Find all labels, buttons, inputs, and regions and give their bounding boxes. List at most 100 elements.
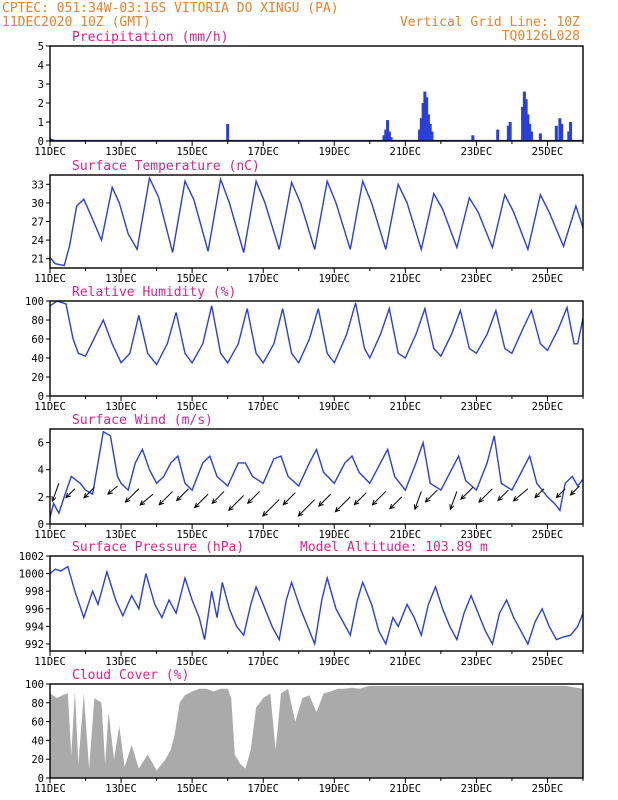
header-model-id: TQ0126L028	[502, 29, 580, 44]
wind-vector	[460, 487, 474, 500]
y-tick-label: 5	[38, 41, 44, 53]
wind-vector	[555, 488, 566, 498]
wind-vector	[513, 488, 529, 502]
series-line	[50, 430, 583, 518]
precip-bar	[508, 122, 512, 141]
wind-arrowhead	[460, 494, 466, 501]
precip-bar	[560, 123, 564, 141]
y-tick-label: 992	[25, 639, 44, 651]
wind-vector	[176, 488, 189, 501]
x-tick-label: 13DEC	[105, 401, 137, 413]
wind-vector	[282, 492, 296, 506]
x-tick-label: 11DEC	[34, 273, 66, 285]
x-tick-label: 11DEC	[34, 656, 66, 668]
precip-bar	[529, 131, 533, 141]
y-tick-label: 1002	[19, 551, 44, 563]
precip-bar	[522, 91, 526, 141]
header-grid-note: Vertical Grid Line: 10Z	[400, 15, 580, 30]
wind-vector	[83, 487, 95, 499]
x-tick-label: 21DEC	[390, 273, 422, 285]
x-tick-label: 23DEC	[461, 401, 493, 413]
panel-series-3	[50, 301, 583, 366]
y-tick-label: 20	[31, 754, 44, 766]
wind-arrowhead	[83, 492, 89, 499]
wind-vector	[534, 488, 545, 498]
wind-arrowhead	[413, 504, 419, 511]
wind-arrowhead	[297, 511, 304, 517]
y-tick-label: 994	[25, 621, 44, 633]
y-tick-label: 30	[31, 198, 44, 210]
y-tick-label: 0	[38, 136, 44, 148]
wind-arrowhead	[51, 496, 57, 503]
wind-arrowhead	[478, 497, 484, 503]
panel-annotation: Model Altitude: 103.89 m	[300, 540, 488, 555]
x-tick-label: 21DEC	[390, 656, 422, 668]
precip-bar	[425, 97, 429, 141]
x-tick-label: 13DEC	[105, 146, 137, 158]
panel-series-1	[50, 91, 583, 141]
panel-6: 0 20 40 60 80 100 11DEC 13DEC 15DEC 17DEC 19DEC 21D…	[25, 668, 584, 795]
x-tick-label: 23DEC	[461, 529, 493, 541]
x-tick-label: 21DEC	[390, 783, 422, 795]
x-tick-label: 19DEC	[318, 529, 350, 541]
y-tick-label: 0	[38, 773, 44, 785]
x-tick-label: 17DEC	[247, 529, 279, 541]
y-tick-label: 1	[38, 117, 44, 129]
panel-frame	[49, 300, 584, 397]
panel-2: 21 24 27 30 33 11DEC 13DEC 15DEC 17DEC 19DEC 21DEC…	[31, 159, 584, 285]
x-tick-label: 19DEC	[318, 783, 350, 795]
panel-frame	[49, 45, 584, 142]
wind-vector	[449, 491, 458, 510]
wind-vector	[107, 485, 118, 495]
y-tick-label: 27	[31, 217, 44, 229]
y-tick-label: 996	[25, 604, 44, 616]
panel-frame	[49, 428, 584, 525]
wind-arrowhead	[124, 497, 131, 503]
wind-vector	[125, 488, 140, 503]
wind-vector	[158, 491, 173, 506]
x-tick-label: 23DEC	[461, 146, 493, 158]
wind-vector	[211, 491, 225, 504]
wind-arrowhead	[371, 499, 378, 506]
y-tick-label: 998	[25, 586, 44, 598]
x-tick-label: 21DEC	[390, 146, 422, 158]
wind-vector	[389, 496, 403, 510]
wind-vector	[425, 489, 438, 503]
y-tick-label: 100	[25, 296, 44, 308]
y-tick-label: 20	[31, 372, 44, 384]
panel-series-2	[50, 175, 583, 267]
panel-3: 0 20 40 60 80 100 11DEC 13DEC 15DEC 17DEC 19DEC 21D…	[25, 285, 584, 413]
y-tick-label: 6	[38, 438, 44, 450]
wind-arrowhead	[353, 499, 360, 506]
panel-frame	[49, 555, 584, 652]
x-tick-label: 13DEC	[105, 656, 137, 668]
precip-bar	[521, 106, 525, 141]
wind-arrowhead	[262, 511, 268, 517]
panel-title: Relative Humidity (%)	[72, 285, 236, 300]
panel-series-5	[50, 565, 583, 647]
x-tick-label: 15DEC	[176, 273, 208, 285]
y-tick-label: 4	[38, 60, 44, 72]
precip-bar	[554, 125, 558, 141]
x-tick-label: 15DEC	[176, 146, 208, 158]
wind-arrowhead	[424, 497, 431, 503]
x-tick-label: 11DEC	[34, 529, 66, 541]
panel-4: 0 2 4 6 11DEC 13DEC 15DEC 17DEC 19DEC 21DEC 23DEC 2…	[34, 413, 584, 541]
precip-bar	[387, 131, 391, 141]
x-tick-label: 23DEC	[461, 783, 493, 795]
x-tick-label: 17DEC	[247, 783, 279, 795]
panel-series-4	[50, 430, 583, 518]
wind-vector	[318, 493, 332, 507]
header-date: 11DEC2020 10Z (GMT)	[2, 15, 151, 30]
wind-arrowhead	[175, 495, 182, 502]
panel-frame	[49, 683, 584, 779]
wind-vector	[247, 491, 261, 504]
precip-bar	[528, 123, 532, 141]
y-tick-label: 100	[25, 679, 44, 691]
wind-vector	[65, 488, 76, 498]
y-tick-label: 33	[31, 179, 44, 191]
panel-title: Precipitation (mm/h)	[72, 30, 229, 45]
x-tick-label: 23DEC	[461, 656, 493, 668]
y-tick-label: 80	[31, 315, 44, 327]
